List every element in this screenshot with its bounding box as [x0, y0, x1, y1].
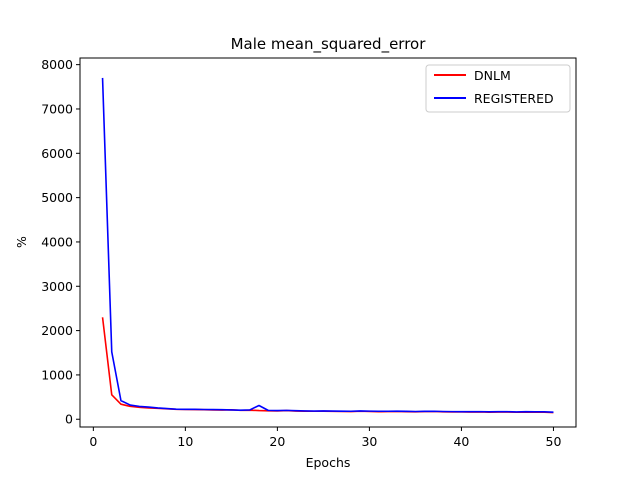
chart-title: Male mean_squared_error: [231, 35, 427, 54]
legend-label-dnlm: DNLM: [474, 68, 511, 83]
x-axis-ticks: 0 10 20 30 40 50: [89, 427, 561, 449]
x-tick-label: 20: [269, 434, 285, 449]
plot-area: [80, 58, 576, 427]
legend: DNLM REGISTERED: [425, 64, 571, 113]
y-axis-ticks: 0 1000 2000 3000 4000 5000 6000 7000 8000: [41, 57, 80, 427]
y-tick-label: 7000: [41, 101, 73, 116]
x-tick-label: 0: [89, 434, 97, 449]
y-tick-label: 3000: [41, 279, 73, 294]
x-axis-label: Epochs: [306, 455, 351, 470]
x-tick-label: 50: [546, 434, 562, 449]
y-tick-label: 6000: [41, 146, 73, 161]
y-tick-label: 1000: [41, 367, 73, 382]
plot-frame: [79, 57, 577, 428]
y-tick-label: 8000: [41, 57, 73, 72]
y-axis-label: %: [14, 236, 29, 248]
y-tick-label: 5000: [41, 190, 73, 205]
series-line-registered: [101, 77, 554, 413]
y-tick-label: 4000: [41, 234, 73, 249]
legend-box: [425, 64, 571, 113]
x-tick-label: 10: [177, 434, 193, 449]
x-tick-label: 40: [453, 434, 469, 449]
x-tick-label: 30: [361, 434, 377, 449]
legend-label-registered: REGISTERED: [474, 91, 554, 106]
series-layer: [101, 77, 554, 414]
y-tick-label: 0: [65, 412, 73, 427]
y-tick-label: 2000: [41, 323, 73, 338]
